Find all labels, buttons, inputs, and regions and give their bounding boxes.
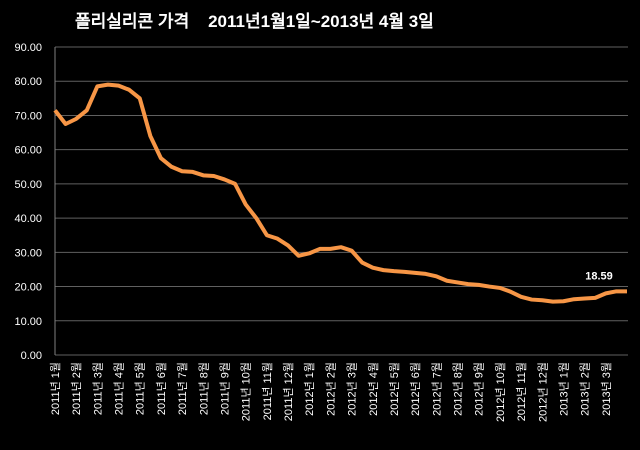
x-tick-label: 2011년 10월 — [240, 362, 253, 421]
x-tick-label: 2012년 11월 — [515, 362, 528, 421]
x-tick-label: 2011년 12월 — [282, 362, 295, 421]
x-tick-label: 2012년 10월 — [494, 362, 507, 422]
y-tick-label: 90.00 — [14, 42, 42, 54]
y-tick-label: 60.00 — [14, 145, 42, 157]
y-tick-label: 80.00 — [14, 76, 42, 88]
x-tick-label: 2011년 4월 — [113, 362, 126, 415]
x-tick-label: 2013년 3월 — [600, 362, 613, 416]
x-tick-label: 2011년 9월 — [218, 362, 231, 415]
y-tick-label: 0.00 — [21, 350, 42, 362]
x-tick-label: 2012년 12월 — [536, 362, 549, 422]
x-tick-label: 2012년 5월 — [388, 362, 401, 416]
x-tick-label: 2012년 4월 — [367, 362, 380, 416]
y-tick-label: 40.00 — [14, 213, 42, 225]
x-tick-label: 2012년 1월 — [303, 362, 316, 416]
x-tick-label: 2012년 3월 — [346, 362, 359, 416]
x-tick-label: 2012년 7월 — [430, 362, 443, 416]
y-tick-label: 30.00 — [14, 247, 42, 259]
x-tick-label: 2011년 5월 — [134, 362, 147, 415]
x-tick-label: 2012년 2월 — [324, 362, 337, 416]
x-tick-label: 2011년 11월 — [261, 362, 274, 420]
x-tick-label: 2013년 2월 — [579, 362, 592, 416]
data-label: 18.59 — [585, 270, 613, 282]
x-tick-label: 2011년 6월 — [155, 362, 168, 415]
x-tick-label: 2012년 9월 — [473, 362, 486, 416]
x-tick-label: 2012년 6월 — [409, 362, 422, 416]
y-tick-label: 20.00 — [14, 282, 42, 294]
y-tick-label: 50.00 — [14, 179, 42, 191]
x-tick-label: 2013년 1월 — [557, 362, 570, 416]
x-tick-label: 2012년 8월 — [452, 362, 465, 416]
x-tick-label: 2011년 8월 — [197, 362, 210, 415]
x-tick-label: 2011년 3월 — [91, 362, 104, 415]
x-tick-label: 2011년 2월 — [70, 362, 83, 415]
x-tick-label: 2011년 1월 — [49, 362, 62, 415]
y-tick-label: 10.00 — [14, 316, 42, 328]
y-tick-label: 70.00 — [14, 110, 42, 122]
x-tick-label: 2011년 7월 — [176, 362, 189, 415]
chart-title: 폴리실리콘 가격 2011년1월1일~2013년 4월 3일 — [75, 12, 434, 31]
price-line — [53, 82, 628, 304]
